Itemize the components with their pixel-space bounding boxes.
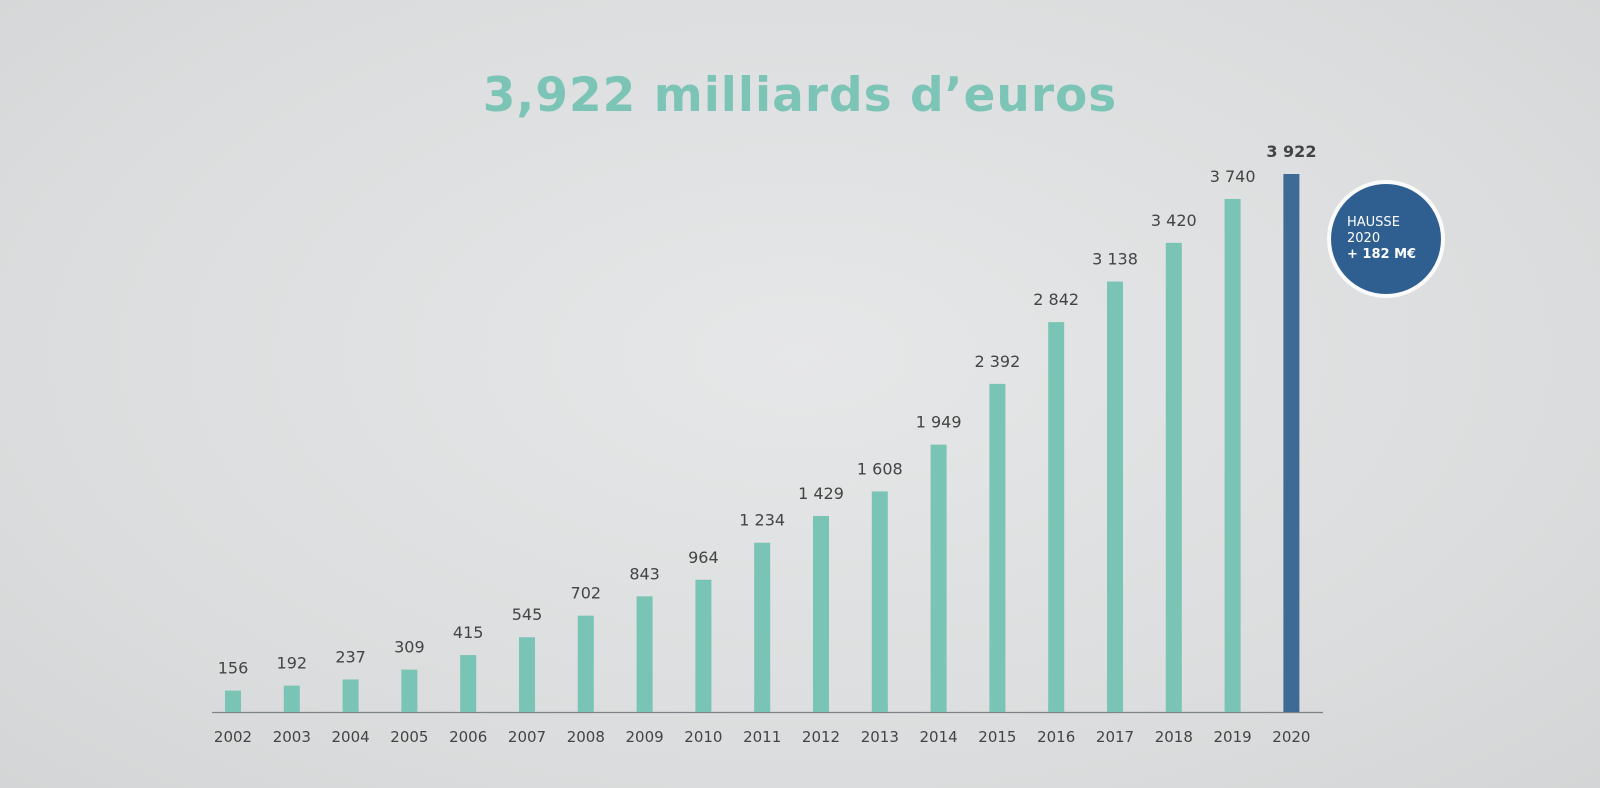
x-tick-label-2017: 2017 <box>1096 728 1134 746</box>
x-tick-label-2003: 2003 <box>273 728 311 746</box>
value-label-2009: 843 <box>629 564 660 583</box>
x-tick-label-2008: 2008 <box>567 728 605 746</box>
value-label-2012: 1 429 <box>798 484 844 503</box>
bar-2020 <box>1283 174 1300 712</box>
value-label-2006: 415 <box>453 623 484 642</box>
x-tick-label-2018: 2018 <box>1155 728 1193 746</box>
bar-2004 <box>342 679 359 712</box>
bar-2012 <box>813 515 829 712</box>
x-tick-label-2009: 2009 <box>626 728 664 746</box>
bar-2006 <box>460 655 477 712</box>
value-label-2015: 2 392 <box>974 352 1020 371</box>
x-tick-label-2007: 2007 <box>508 728 546 746</box>
bar-2014 <box>930 444 947 712</box>
bar-2015 <box>989 383 1006 712</box>
badge-year: 2020 <box>1347 231 1381 246</box>
x-tick-label-2006: 2006 <box>449 728 487 746</box>
bar-2003 <box>283 685 300 712</box>
bar-2010 <box>695 579 712 712</box>
value-label-2011: 1 234 <box>739 511 785 530</box>
x-tick-label-2013: 2013 <box>861 728 899 746</box>
bar-2019 <box>1224 198 1241 713</box>
value-label-2008: 702 <box>571 584 602 603</box>
x-tick-label-2020: 2020 <box>1272 728 1310 746</box>
bar-2008 <box>577 615 594 712</box>
value-label-2002: 156 <box>218 659 249 678</box>
x-tick-label-2010: 2010 <box>684 728 722 746</box>
value-label-2018: 3 420 <box>1151 211 1197 230</box>
value-label-2010: 964 <box>688 548 719 567</box>
chart-title: 3,922 milliards d’euros <box>482 68 1118 123</box>
badge-label: HAUSSE <box>1347 215 1400 230</box>
increase-badge: HAUSSE 2020 + 182 M€ <box>1331 184 1441 294</box>
x-tick-label-2016: 2016 <box>1037 728 1075 746</box>
value-label-2016: 2 842 <box>1033 290 1079 309</box>
value-label-2007: 545 <box>512 605 543 624</box>
x-tick-label-2012: 2012 <box>802 728 840 746</box>
value-label-2020: 3 922 <box>1266 142 1316 161</box>
bar-2009 <box>636 596 653 712</box>
x-tick-label-2019: 2019 <box>1214 728 1252 746</box>
bar-2005 <box>401 669 418 712</box>
value-label-2003: 192 <box>277 654 308 673</box>
value-label-2005: 309 <box>394 638 425 657</box>
x-tick-label-2005: 2005 <box>390 728 428 746</box>
bar-2016 <box>1048 322 1065 712</box>
bar-2007 <box>519 637 535 712</box>
value-label-2019: 3 740 <box>1210 167 1256 186</box>
value-label-2014: 1 949 <box>916 413 962 432</box>
bar-2018 <box>1165 242 1182 712</box>
bar-2002 <box>225 690 241 712</box>
x-tick-label-2015: 2015 <box>978 728 1016 746</box>
x-tick-label-2004: 2004 <box>332 728 370 746</box>
bar-2017 <box>1107 281 1123 712</box>
x-tick-label-2014: 2014 <box>920 728 958 746</box>
badge-increase-value: + 182 M€ <box>1347 247 1417 262</box>
value-label-2017: 3 138 <box>1092 250 1138 269</box>
bar-2013 <box>871 491 888 712</box>
bar-2011 <box>754 542 771 712</box>
value-label-2004: 237 <box>335 647 366 666</box>
value-label-2013: 1 608 <box>857 459 903 478</box>
x-tick-label-2002: 2002 <box>214 728 252 746</box>
x-tick-label-2011: 2011 <box>743 728 781 746</box>
